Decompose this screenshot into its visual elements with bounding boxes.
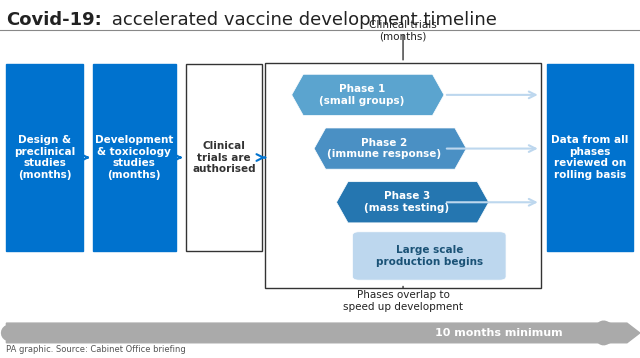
Text: Phase 3
(mass testing): Phase 3 (mass testing) [364, 192, 449, 213]
Text: Design &
preclinical
studies
(months): Design & preclinical studies (months) [14, 135, 76, 180]
Text: accelerated vaccine development timeline: accelerated vaccine development timeline [106, 11, 497, 29]
Text: Phases overlap to
speed up development: Phases overlap to speed up development [343, 290, 463, 311]
Text: Covid-19:: Covid-19: [6, 11, 102, 29]
Text: Large scale
production begins: Large scale production begins [376, 245, 483, 267]
Polygon shape [337, 182, 489, 223]
Polygon shape [314, 128, 467, 169]
Text: Data from all
phases
reviewed on
rolling basis: Data from all phases reviewed on rolling… [552, 135, 629, 180]
Text: Development
& toxicology
studies
(months): Development & toxicology studies (months… [95, 135, 173, 180]
Text: PA graphic. Source: Cabinet Office briefing: PA graphic. Source: Cabinet Office brief… [6, 345, 186, 354]
FancyBboxPatch shape [93, 64, 176, 251]
FancyArrow shape [6, 323, 640, 343]
Text: Phase 2
(immune response): Phase 2 (immune response) [328, 138, 442, 159]
FancyBboxPatch shape [186, 64, 262, 251]
Text: Phase 1
(small groups): Phase 1 (small groups) [319, 84, 404, 106]
Polygon shape [292, 74, 444, 116]
Text: Clinical trials
(months): Clinical trials (months) [369, 20, 437, 41]
FancyBboxPatch shape [353, 232, 506, 280]
FancyBboxPatch shape [6, 64, 83, 251]
FancyBboxPatch shape [547, 64, 634, 251]
Text: 10 months minimum: 10 months minimum [435, 328, 563, 338]
Text: Clinical
trials are
authorised: Clinical trials are authorised [192, 141, 256, 174]
